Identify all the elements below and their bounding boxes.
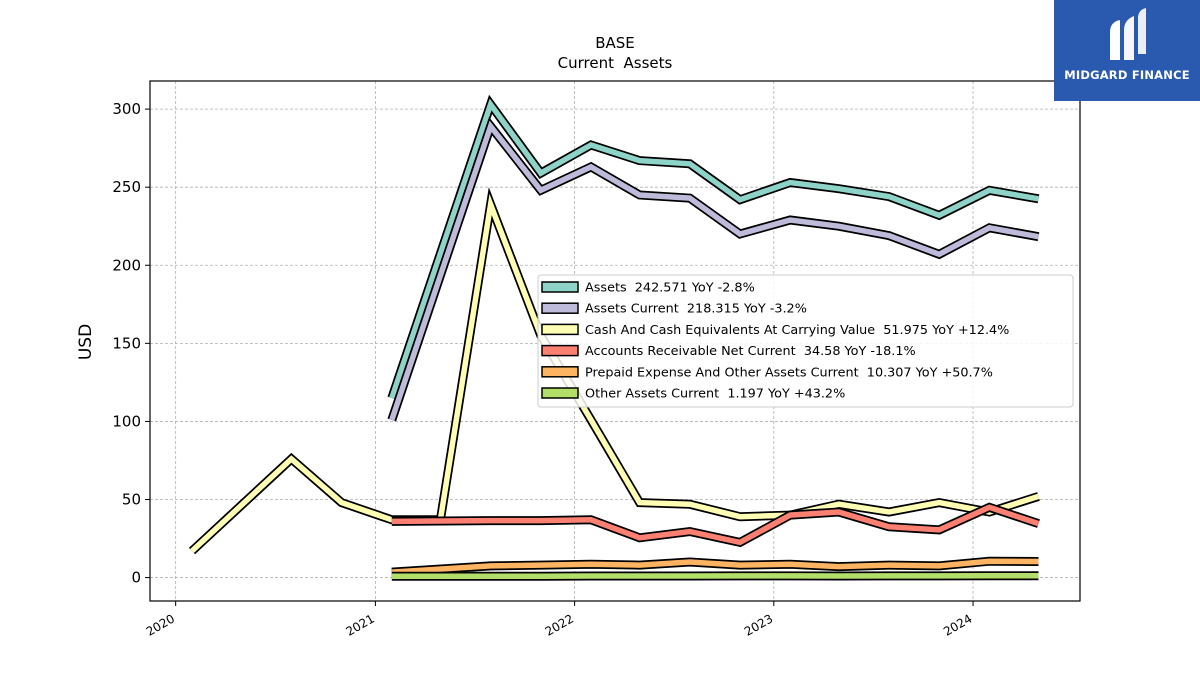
legend-swatch	[541, 323, 579, 336]
y-tick-label: 250	[112, 178, 141, 196]
legend-swatch	[541, 281, 579, 293]
brand-logo-text: MIDGARD FINANCE	[1064, 68, 1190, 82]
chart-subtitle: Current Assets	[558, 54, 673, 72]
brand-logo-mark	[1110, 8, 1146, 60]
y-axis: 0 50 100 150 200 250 300	[112, 100, 150, 587]
legend-box	[537, 274, 1074, 408]
legend-label: Accounts Receivable Net Current 34.58 Yo…	[585, 344, 916, 359]
series-line	[391, 558, 1039, 575]
legend-swatch	[541, 366, 579, 378]
series-line	[389, 120, 1039, 421]
legend-swatch	[541, 344, 579, 357]
series-0	[387, 94, 1040, 400]
series-line	[391, 572, 1039, 580]
x-tick-label: 2020	[144, 611, 177, 638]
legend-label: Prepaid Expense And Other Assets Current…	[585, 365, 993, 380]
x-tick-label: 2024	[941, 611, 974, 638]
legend-swatch	[541, 387, 579, 399]
y-tick-label: 150	[112, 334, 141, 352]
x-axis: 2020 2021 2022 2023 2024	[144, 601, 975, 639]
series-4	[391, 556, 1039, 577]
series-2	[188, 187, 1040, 555]
x-tick-label: 2023	[742, 611, 775, 638]
series-1	[387, 116, 1040, 422]
series-5	[391, 571, 1039, 581]
y-tick-label: 50	[122, 490, 141, 508]
legend: Assets 242.571 YoY -2.8% Assets Current 2…	[537, 274, 1074, 408]
legend-swatch	[541, 302, 579, 314]
x-tick-label: 2022	[543, 611, 576, 638]
legend-label: Assets 242.571 YoY -2.8%	[585, 281, 755, 296]
chart-title: BASE	[595, 34, 635, 52]
series-line	[190, 193, 1040, 554]
y-tick-label: 200	[112, 256, 141, 274]
y-tick-label: 0	[131, 569, 141, 587]
series-line	[391, 504, 1040, 546]
x-tick-label: 2021	[343, 611, 376, 638]
series-line	[389, 98, 1039, 399]
series-lines	[188, 94, 1040, 581]
brand-logo: MIDGARD FINANCE	[1054, 0, 1200, 101]
legend-label: Assets Current 218.315 YoY -3.2%	[585, 302, 807, 317]
plot-frame	[149, 80, 1081, 602]
series-3	[391, 502, 1040, 548]
y-tick-label: 300	[112, 100, 141, 118]
y-tick-label: 100	[112, 412, 141, 430]
legend-label: Cash And Cash Equivalents At Carrying Va…	[585, 323, 1009, 338]
legend-label: Other Assets Current 1.197 YoY +43.2%	[585, 387, 845, 402]
y-axis-label: USD	[76, 324, 96, 360]
